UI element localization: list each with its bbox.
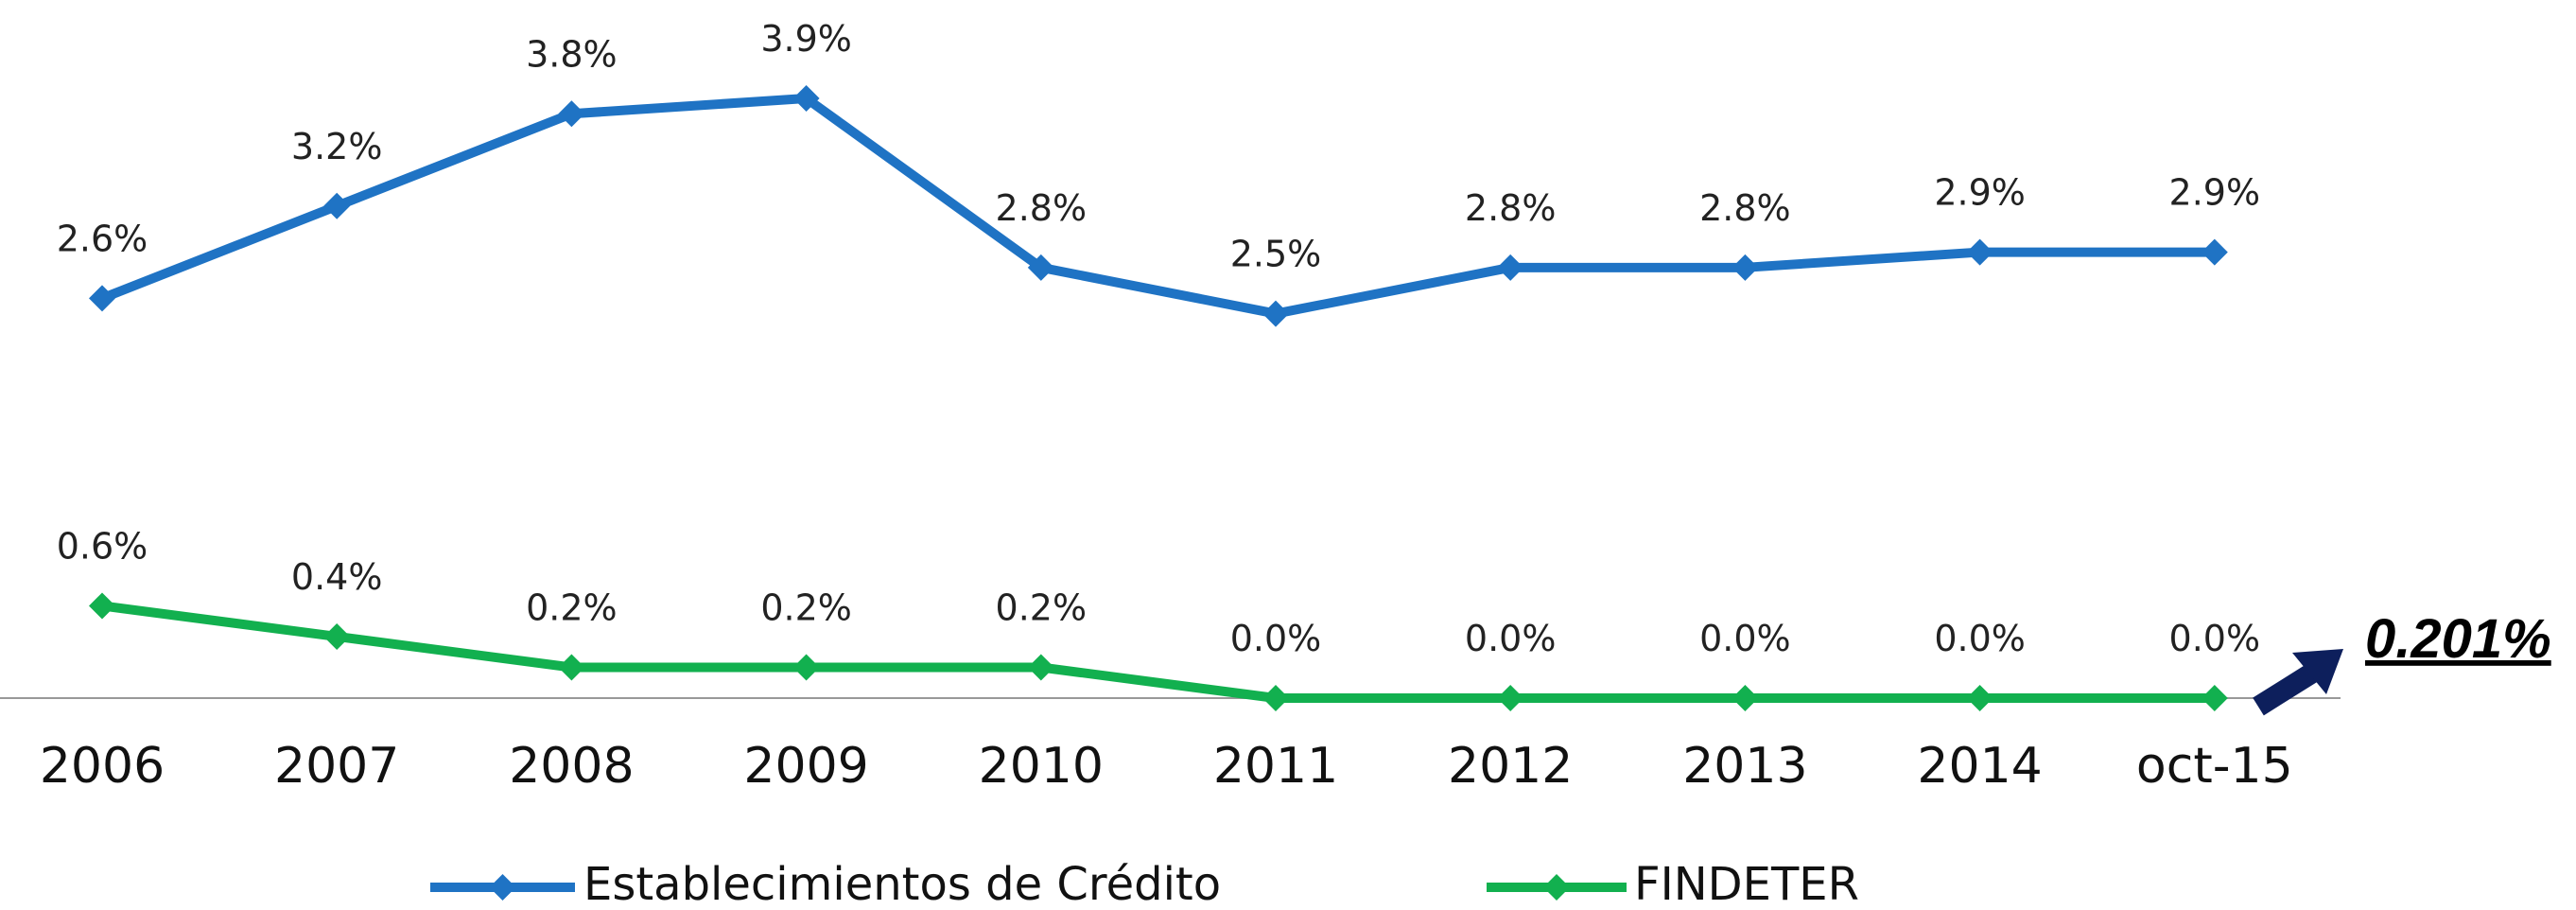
value-label: 3.9% xyxy=(760,18,852,60)
value-label: 0.4% xyxy=(291,556,383,598)
x-tick-label: 2013 xyxy=(1682,738,1807,795)
x-tick-label: 2006 xyxy=(40,738,165,795)
marker xyxy=(558,654,585,681)
legend-label: FINDETER xyxy=(1634,858,1859,910)
value-label: 0.6% xyxy=(57,525,148,567)
value-label: 0.2% xyxy=(526,586,618,628)
value-label: 0.0% xyxy=(1465,618,1557,659)
marker xyxy=(1027,254,1054,281)
value-label: 2.8% xyxy=(1465,187,1557,229)
value-label: 2.8% xyxy=(996,187,1088,229)
value-label: 0.0% xyxy=(1699,618,1791,659)
marker xyxy=(1966,238,1993,266)
x-tick-label: 2010 xyxy=(979,738,1104,795)
marker xyxy=(1497,254,1524,281)
x-tick-label: 2011 xyxy=(1213,738,1338,795)
legend-marker xyxy=(489,874,516,901)
legend-label: Establecimientos de Crédito xyxy=(583,858,1221,910)
annotation-arrowhead xyxy=(2292,649,2343,694)
value-label: 0.2% xyxy=(996,586,1088,628)
x-tick-label: 2009 xyxy=(743,738,868,795)
value-label: 0.0% xyxy=(1934,618,2026,659)
value-label: 3.2% xyxy=(291,126,383,167)
value-label: 0.2% xyxy=(760,586,852,628)
marker xyxy=(323,622,351,650)
value-label: 2.5% xyxy=(1230,234,1322,275)
x-tick-label: oct-15 xyxy=(2136,738,2293,795)
x-tick-label: 2008 xyxy=(509,738,634,795)
value-label: 2.9% xyxy=(2169,172,2261,214)
marker xyxy=(1262,685,1289,711)
marker xyxy=(2201,238,2228,266)
value-label: 2.9% xyxy=(1934,172,2026,214)
marker xyxy=(1732,685,1759,711)
value-label: 0.0% xyxy=(2169,618,2261,659)
series-line xyxy=(101,601,2215,703)
annotation: 0.201% xyxy=(2365,608,2551,670)
marker xyxy=(558,100,585,128)
marker xyxy=(2201,685,2228,711)
marker xyxy=(1732,254,1759,281)
x-tick-label: 2014 xyxy=(1917,738,2042,795)
x-tick-label: 2007 xyxy=(274,738,399,795)
marker xyxy=(1262,300,1289,327)
marker xyxy=(323,192,351,219)
value-label: 3.8% xyxy=(526,33,618,75)
marker xyxy=(1497,685,1524,711)
value-label: 0.0% xyxy=(1230,618,1322,659)
x-tick-label: 2012 xyxy=(1448,738,1573,795)
marker xyxy=(792,85,820,112)
marker xyxy=(792,654,820,681)
legend-marker xyxy=(1543,874,1570,901)
marker xyxy=(89,592,115,620)
value-label: 2.6% xyxy=(57,218,148,259)
marker xyxy=(1966,685,1993,711)
marker xyxy=(1027,654,1054,681)
value-label: 2.8% xyxy=(1699,187,1791,229)
marker xyxy=(89,285,115,312)
series-line xyxy=(100,94,2215,319)
